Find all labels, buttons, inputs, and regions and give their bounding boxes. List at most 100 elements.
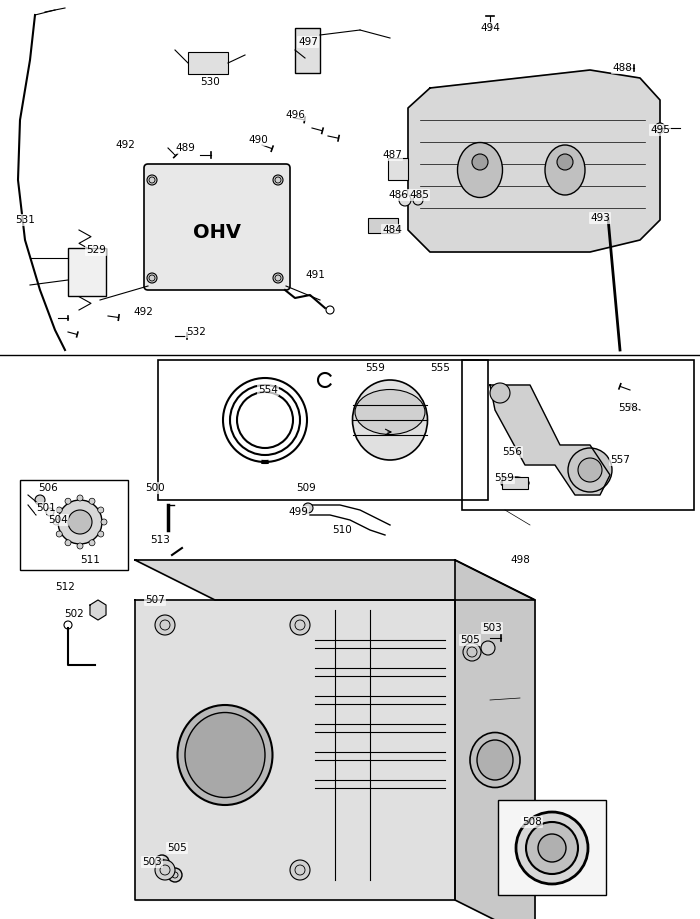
Polygon shape bbox=[490, 385, 610, 495]
Ellipse shape bbox=[355, 390, 425, 435]
Circle shape bbox=[77, 543, 83, 549]
Circle shape bbox=[68, 510, 92, 534]
Ellipse shape bbox=[458, 142, 503, 198]
Text: 497: 497 bbox=[298, 37, 318, 47]
Text: 506: 506 bbox=[38, 483, 58, 493]
Circle shape bbox=[655, 123, 665, 133]
Bar bbox=[502, 477, 528, 489]
Circle shape bbox=[147, 175, 157, 185]
Ellipse shape bbox=[501, 477, 529, 489]
Text: 489: 489 bbox=[175, 143, 195, 153]
Circle shape bbox=[413, 195, 423, 205]
Text: 498: 498 bbox=[510, 555, 530, 565]
Text: 493: 493 bbox=[590, 213, 610, 223]
Ellipse shape bbox=[470, 732, 520, 788]
Text: 532: 532 bbox=[186, 327, 206, 337]
Text: 491: 491 bbox=[305, 270, 325, 280]
Circle shape bbox=[578, 458, 602, 482]
Circle shape bbox=[101, 519, 107, 525]
Circle shape bbox=[490, 383, 510, 403]
Text: 511: 511 bbox=[80, 555, 100, 565]
Circle shape bbox=[46, 508, 54, 516]
Text: 500: 500 bbox=[145, 483, 164, 493]
Text: 487: 487 bbox=[382, 150, 402, 160]
Text: 507: 507 bbox=[145, 595, 165, 605]
Circle shape bbox=[155, 855, 169, 869]
Text: 505: 505 bbox=[167, 843, 187, 853]
Text: 490: 490 bbox=[248, 135, 268, 145]
Text: 501: 501 bbox=[36, 503, 56, 513]
Bar bbox=[462, 360, 694, 510]
Circle shape bbox=[65, 539, 71, 546]
Text: 513: 513 bbox=[150, 535, 170, 545]
Bar bbox=[295, 28, 320, 73]
Text: 502: 502 bbox=[64, 609, 84, 619]
Circle shape bbox=[481, 641, 495, 655]
Text: 529: 529 bbox=[86, 245, 106, 255]
Text: 499: 499 bbox=[288, 507, 308, 517]
FancyBboxPatch shape bbox=[144, 164, 290, 290]
Text: 504: 504 bbox=[48, 515, 68, 525]
Circle shape bbox=[516, 812, 588, 884]
Circle shape bbox=[98, 507, 104, 513]
Text: 531: 531 bbox=[15, 215, 35, 225]
Text: 558: 558 bbox=[618, 403, 638, 413]
Circle shape bbox=[557, 154, 573, 170]
Ellipse shape bbox=[477, 740, 513, 780]
Bar bbox=[158, 360, 488, 500]
Circle shape bbox=[538, 834, 566, 862]
Circle shape bbox=[56, 507, 62, 513]
Text: 509: 509 bbox=[296, 483, 316, 493]
Circle shape bbox=[155, 860, 175, 880]
Text: 556: 556 bbox=[502, 447, 522, 457]
Text: 503: 503 bbox=[482, 623, 502, 633]
Ellipse shape bbox=[178, 705, 272, 805]
Text: 508: 508 bbox=[522, 817, 542, 827]
Text: OHV: OHV bbox=[193, 222, 241, 242]
Bar bbox=[188, 52, 228, 74]
Text: 486: 486 bbox=[388, 190, 408, 200]
Text: 488: 488 bbox=[612, 63, 632, 73]
Polygon shape bbox=[90, 600, 106, 620]
Bar bbox=[388, 158, 408, 180]
Polygon shape bbox=[135, 600, 455, 900]
Text: 503: 503 bbox=[142, 857, 162, 867]
Polygon shape bbox=[455, 560, 535, 919]
Bar bbox=[368, 218, 398, 233]
Circle shape bbox=[89, 539, 95, 546]
Circle shape bbox=[35, 495, 45, 505]
Text: 494: 494 bbox=[480, 23, 500, 33]
Circle shape bbox=[77, 495, 83, 501]
Text: 512: 512 bbox=[55, 582, 75, 592]
Text: 510: 510 bbox=[332, 525, 352, 535]
Circle shape bbox=[155, 615, 175, 635]
Circle shape bbox=[58, 500, 102, 544]
Text: 530: 530 bbox=[200, 77, 220, 87]
Text: 492: 492 bbox=[115, 140, 135, 150]
Ellipse shape bbox=[353, 380, 428, 460]
Ellipse shape bbox=[545, 145, 585, 195]
Text: 557: 557 bbox=[610, 455, 630, 465]
Circle shape bbox=[303, 503, 313, 513]
Text: 559: 559 bbox=[365, 363, 385, 373]
Bar bbox=[20, 480, 128, 570]
Text: 485: 485 bbox=[409, 190, 429, 200]
Circle shape bbox=[568, 448, 612, 492]
Circle shape bbox=[273, 175, 283, 185]
Circle shape bbox=[290, 860, 310, 880]
Text: 559: 559 bbox=[494, 473, 514, 483]
Text: 505: 505 bbox=[460, 635, 480, 645]
Circle shape bbox=[98, 531, 104, 537]
Circle shape bbox=[89, 498, 95, 505]
Polygon shape bbox=[408, 70, 660, 252]
Circle shape bbox=[399, 194, 411, 206]
Polygon shape bbox=[135, 560, 535, 600]
Circle shape bbox=[472, 154, 488, 170]
Bar bbox=[498, 800, 606, 895]
Text: 495: 495 bbox=[650, 125, 670, 135]
Circle shape bbox=[53, 519, 59, 525]
Text: 492: 492 bbox=[133, 307, 153, 317]
Circle shape bbox=[526, 822, 578, 874]
Circle shape bbox=[65, 498, 71, 505]
Text: 496: 496 bbox=[285, 110, 305, 120]
